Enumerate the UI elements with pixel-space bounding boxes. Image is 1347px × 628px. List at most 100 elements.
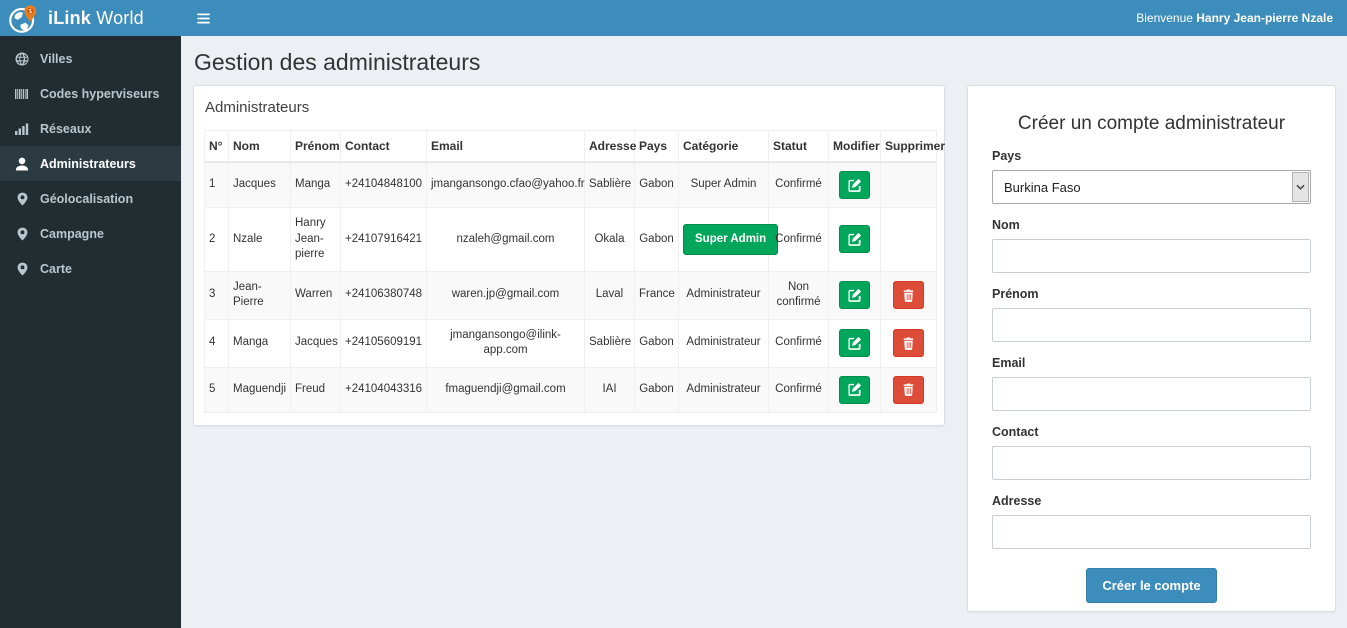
cell-nom: Nzale [228, 207, 291, 272]
signal-bars-icon [14, 123, 30, 135]
hamburger-menu-icon[interactable] [197, 12, 210, 24]
sidebar-item-geolocalisation[interactable]: Géolocalisation [0, 181, 181, 216]
sidebar-item-label: Géolocalisation [40, 191, 134, 206]
delete-button[interactable] [893, 281, 924, 310]
sidebar-item-label: Administrateurs [40, 156, 136, 171]
edit-button[interactable] [839, 281, 870, 310]
cell-num: 3 [204, 270, 229, 320]
edit-icon [848, 232, 861, 246]
cell-contact: +24107916421 [340, 207, 427, 272]
chevron-down-icon [1292, 172, 1309, 202]
cell-statut: Confirmé [768, 366, 829, 413]
cell-supprimer [880, 161, 937, 208]
cell-email: fmaguendji@gmail.com [426, 366, 585, 413]
map-marker-icon [14, 192, 30, 206]
category-badge-button[interactable]: Super Admin [683, 223, 779, 256]
sidebar-item-carte[interactable]: Carte [0, 251, 181, 286]
email-field[interactable] [992, 377, 1311, 411]
top-header: $ iLink World Bienvenue Hanry Jean-pierr… [0, 0, 1347, 36]
edit-button[interactable] [839, 329, 870, 358]
pays-selected-value: Burkina Faso [1004, 179, 1081, 195]
admins-table: N° Nom Prénom Contact Email Adresse Pays Catégo… [204, 130, 945, 413]
cell-adresse: Okala [584, 207, 635, 272]
edit-icon [848, 336, 861, 350]
column-header-10: Supprimer [880, 130, 945, 163]
cell-pays: France [634, 270, 679, 320]
edit-button[interactable] [839, 375, 870, 404]
trash-icon [903, 289, 914, 302]
cell-statut: Confirmé [768, 161, 829, 208]
column-header-7: Catégorie [678, 130, 769, 163]
sidebar-item-codes-hyperviseurs[interactable]: Codes hyperviseurs [0, 76, 181, 111]
edit-button[interactable] [839, 225, 870, 254]
cell-pays: Gabon [634, 161, 679, 208]
sidebar-item-label: Réseaux [40, 121, 92, 136]
admin-row: 2 Nzale Hanry Jean-pierre +24107916421 nzale… [204, 207, 937, 272]
column-header-5: Adresse [584, 130, 636, 163]
globe-icon [14, 52, 30, 66]
column-header-4: Email [426, 130, 585, 163]
navbar: Bienvenue Hanry Jean-pierre Nzale [181, 0, 1347, 36]
sidebar-item-campagne[interactable]: Campagne [0, 216, 181, 251]
cell-pays: Gabon [634, 318, 679, 368]
trash-icon [903, 337, 914, 350]
cell-supprimer [880, 207, 937, 272]
cell-modifier [828, 318, 881, 368]
edit-button[interactable] [839, 171, 870, 199]
form-title: Créer un compte administrateur [1017, 113, 1286, 134]
cell-contact: +24106380748 [340, 270, 427, 320]
cell-email: nzaleh@gmail.com [426, 207, 585, 272]
nom-field[interactable] [992, 239, 1311, 273]
cell-modifier [828, 207, 881, 272]
panel-title: Administrateurs [205, 99, 310, 116]
create-account-button[interactable]: Créer le compte [1086, 568, 1217, 603]
brand-name: iLink World [48, 7, 144, 28]
cell-email: jmangansongo@ilink-app.com [426, 318, 585, 368]
sidebar-item-villes[interactable]: Villes [0, 41, 181, 76]
admin-row: 5 Maguendji Freud +24104043316 fmaguendji@gm… [204, 366, 937, 413]
map-marker-icon [14, 262, 30, 276]
form-group-contact: Contact [992, 425, 1311, 480]
column-header-8: Statut [768, 130, 829, 163]
ilink-globe-pin-icon: $ [8, 3, 39, 34]
welcome-message: Bienvenue Hanry Jean-pierre Nzale [1136, 11, 1333, 25]
cell-nom: Jean-Pierre [228, 270, 291, 320]
cell-categorie: Administrateur [678, 366, 769, 413]
user-icon [14, 157, 30, 171]
cell-pays: Gabon [634, 207, 679, 272]
brand-logo[interactable]: $ iLink World [0, 0, 181, 36]
prenom-field[interactable] [992, 308, 1311, 342]
cell-supprimer [880, 366, 937, 413]
cell-statut: Non confirmé [768, 270, 829, 320]
cell-statut: Confirmé [768, 207, 829, 272]
pays-select[interactable]: Burkina Faso [992, 170, 1311, 204]
cell-supprimer [880, 270, 937, 320]
svg-text:$: $ [28, 9, 32, 15]
form-group-pays: Pays Burkina Faso [992, 149, 1311, 204]
edit-icon [848, 288, 861, 302]
main-content: Gestion des administrateurs Administrate… [181, 36, 1347, 628]
adresse-field[interactable] [992, 515, 1311, 549]
cell-categorie: Administrateur [678, 270, 769, 320]
delete-button[interactable] [893, 329, 924, 358]
adresse-label: Adresse [992, 494, 1042, 508]
cell-prenom: Hanry Jean-pierre [290, 207, 341, 272]
cell-nom: Jacques [228, 161, 291, 208]
cell-prenom: Warren [290, 270, 341, 320]
cell-email: jmangansongo.cfao@yahoo.fr [426, 161, 585, 208]
create-admin-panel: Créer un compte administrateur Pays Burki… [967, 85, 1336, 612]
sidebar-item-label: Campagne [40, 226, 104, 241]
contact-field[interactable] [992, 446, 1311, 480]
delete-button[interactable] [893, 375, 924, 404]
sidebar-item-reseaux[interactable]: Réseaux [0, 111, 181, 146]
cell-prenom: Freud [290, 366, 341, 413]
cell-contact: +24105609191 [340, 318, 427, 368]
email-label: Email [992, 356, 1026, 370]
form-group-email: Email [992, 356, 1311, 411]
cell-contact: +24104848100 [340, 161, 427, 208]
column-header-1: Nom [228, 130, 291, 163]
cell-num: 4 [204, 318, 229, 368]
cell-prenom: Jacques [290, 318, 341, 368]
column-header-2: Prénom [290, 130, 341, 163]
sidebar-item-administrateurs[interactable]: Administrateurs [0, 146, 181, 181]
